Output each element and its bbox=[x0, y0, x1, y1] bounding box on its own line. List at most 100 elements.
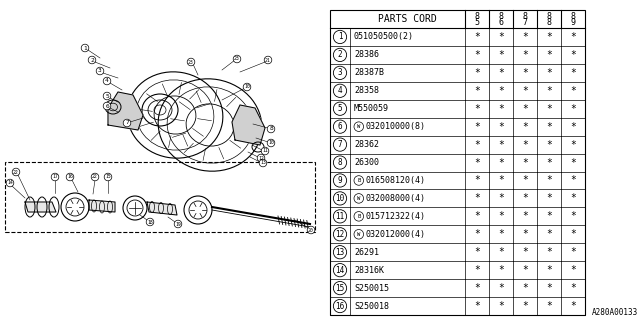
Text: 9: 9 bbox=[338, 176, 342, 185]
Text: 15: 15 bbox=[335, 284, 344, 292]
Text: *: * bbox=[498, 104, 504, 114]
Text: *: * bbox=[570, 140, 576, 149]
Polygon shape bbox=[25, 202, 56, 212]
Text: *: * bbox=[546, 86, 552, 96]
Text: 26291: 26291 bbox=[354, 248, 379, 257]
Circle shape bbox=[12, 168, 20, 176]
Text: *: * bbox=[522, 211, 528, 221]
Text: 28386: 28386 bbox=[354, 51, 379, 60]
Circle shape bbox=[81, 44, 89, 52]
Circle shape bbox=[257, 154, 265, 162]
Text: *: * bbox=[474, 32, 480, 42]
Text: *: * bbox=[546, 247, 552, 257]
Text: 28358: 28358 bbox=[354, 86, 379, 95]
Text: *: * bbox=[498, 175, 504, 186]
Text: *: * bbox=[498, 211, 504, 221]
Polygon shape bbox=[232, 105, 265, 145]
Text: 21: 21 bbox=[265, 58, 271, 62]
Text: *: * bbox=[570, 265, 576, 275]
Text: *: * bbox=[522, 157, 528, 168]
Text: *: * bbox=[570, 175, 576, 186]
Text: 13: 13 bbox=[260, 161, 266, 165]
Text: *: * bbox=[522, 140, 528, 149]
Circle shape bbox=[88, 56, 96, 64]
Text: 2: 2 bbox=[90, 58, 94, 62]
Text: *: * bbox=[498, 140, 504, 149]
Text: *: * bbox=[570, 247, 576, 257]
Circle shape bbox=[6, 179, 14, 187]
Circle shape bbox=[259, 159, 267, 167]
Text: *: * bbox=[498, 247, 504, 257]
Text: *: * bbox=[474, 265, 480, 275]
Text: *: * bbox=[546, 68, 552, 78]
Text: 1: 1 bbox=[83, 45, 87, 51]
Text: 26300: 26300 bbox=[354, 158, 379, 167]
Text: *: * bbox=[498, 193, 504, 204]
Text: 2: 2 bbox=[338, 51, 342, 60]
Text: *: * bbox=[474, 301, 480, 311]
Text: *: * bbox=[570, 157, 576, 168]
Text: 9: 9 bbox=[570, 18, 575, 27]
Text: *: * bbox=[522, 175, 528, 186]
Text: 11: 11 bbox=[262, 148, 268, 154]
Polygon shape bbox=[147, 202, 177, 215]
Text: 12: 12 bbox=[258, 156, 264, 161]
Text: S250015: S250015 bbox=[354, 284, 389, 292]
Text: *: * bbox=[546, 157, 552, 168]
Text: *: * bbox=[570, 283, 576, 293]
Text: 12: 12 bbox=[335, 230, 344, 239]
Circle shape bbox=[51, 173, 59, 181]
Text: A280A00133: A280A00133 bbox=[592, 308, 638, 317]
Text: 5: 5 bbox=[474, 18, 479, 27]
Circle shape bbox=[243, 83, 251, 91]
Text: *: * bbox=[498, 86, 504, 96]
Text: 7: 7 bbox=[522, 18, 527, 27]
Text: *: * bbox=[522, 193, 528, 204]
Text: *: * bbox=[474, 50, 480, 60]
Text: *: * bbox=[546, 175, 552, 186]
Text: *: * bbox=[546, 265, 552, 275]
Text: *: * bbox=[570, 104, 576, 114]
Circle shape bbox=[92, 173, 99, 181]
Text: 4: 4 bbox=[338, 86, 342, 95]
Text: *: * bbox=[570, 50, 576, 60]
Text: 11: 11 bbox=[335, 212, 344, 221]
Text: 8: 8 bbox=[474, 12, 479, 21]
Circle shape bbox=[146, 218, 154, 226]
Text: *: * bbox=[474, 104, 480, 114]
Text: 19: 19 bbox=[175, 221, 181, 227]
Text: *: * bbox=[498, 157, 504, 168]
Text: W: W bbox=[357, 232, 360, 237]
Polygon shape bbox=[108, 92, 143, 130]
Polygon shape bbox=[89, 200, 115, 212]
Text: 051050500(2): 051050500(2) bbox=[354, 32, 414, 42]
Text: *: * bbox=[546, 301, 552, 311]
Text: *: * bbox=[522, 283, 528, 293]
Text: 10: 10 bbox=[244, 84, 250, 90]
Text: 016508120(4): 016508120(4) bbox=[365, 176, 425, 185]
Text: 10: 10 bbox=[335, 194, 344, 203]
Text: *: * bbox=[474, 86, 480, 96]
Text: *: * bbox=[522, 247, 528, 257]
Text: 8: 8 bbox=[547, 18, 552, 27]
Circle shape bbox=[268, 125, 275, 133]
Text: 8: 8 bbox=[499, 12, 504, 21]
Text: B: B bbox=[357, 214, 360, 219]
Circle shape bbox=[104, 173, 112, 181]
Text: 16: 16 bbox=[335, 301, 344, 310]
Text: 015712322(4): 015712322(4) bbox=[365, 212, 425, 221]
Text: *: * bbox=[498, 32, 504, 42]
Text: *: * bbox=[546, 283, 552, 293]
Text: 22: 22 bbox=[13, 170, 19, 174]
Text: *: * bbox=[474, 68, 480, 78]
Text: *: * bbox=[546, 193, 552, 204]
Circle shape bbox=[103, 102, 111, 110]
Text: 8: 8 bbox=[547, 12, 552, 21]
Text: 22: 22 bbox=[92, 174, 98, 180]
Text: 6: 6 bbox=[499, 18, 504, 27]
Text: 14: 14 bbox=[335, 266, 344, 275]
Text: *: * bbox=[474, 122, 480, 132]
Text: *: * bbox=[522, 50, 528, 60]
Text: *: * bbox=[546, 104, 552, 114]
Circle shape bbox=[103, 77, 111, 85]
